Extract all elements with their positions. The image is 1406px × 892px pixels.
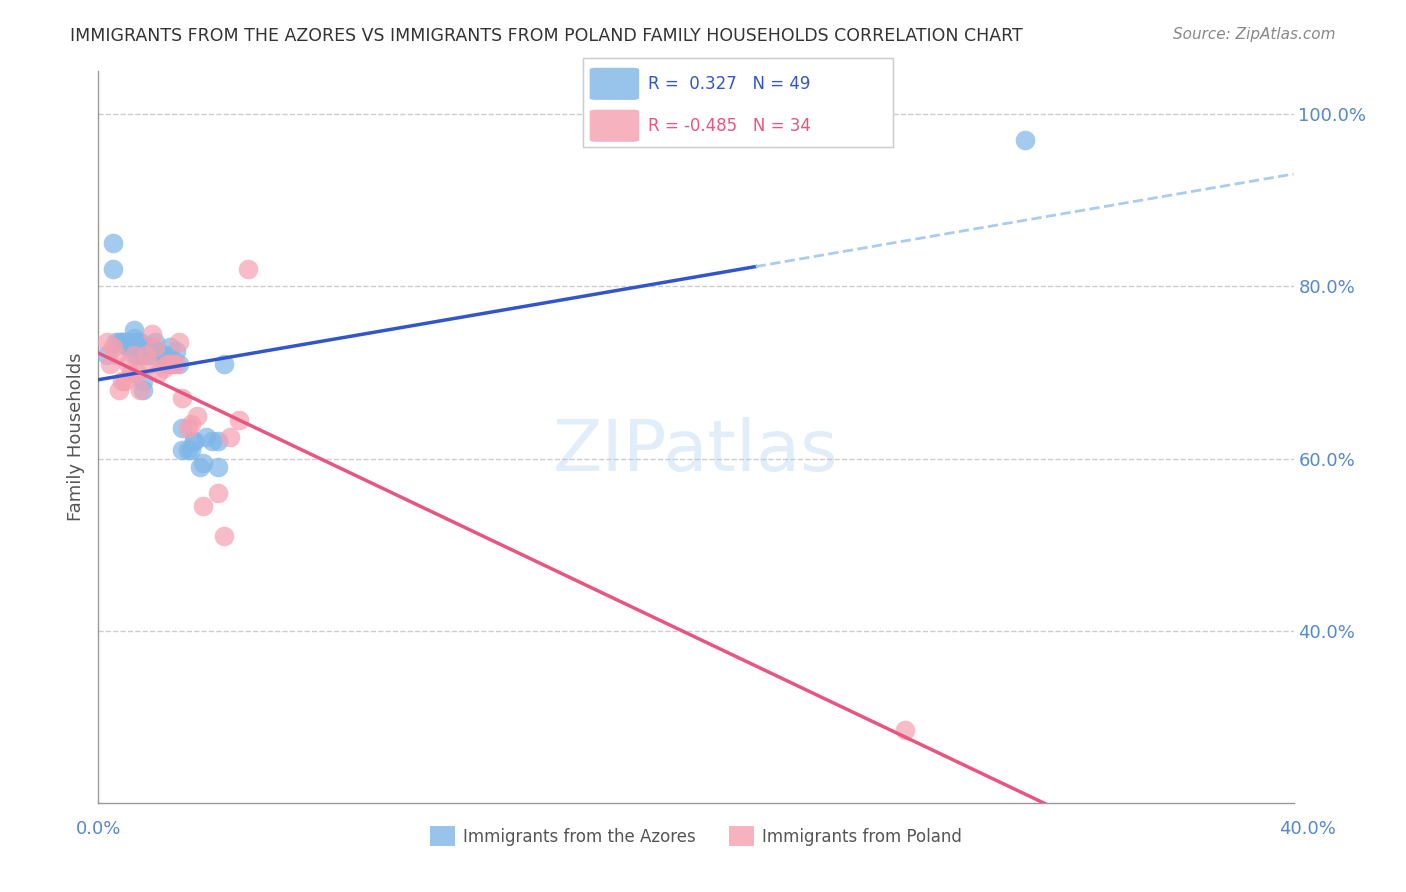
Point (165, 357, 187, 371)
Point (138, 357, 160, 371)
Text: IMMIGRANTS FROM THE AZORES VS IMMIGRANTS FROM POLAND FAMILY HOUSEHOLDS CORRELATI: IMMIGRANTS FROM THE AZORES VS IMMIGRANTS… (70, 27, 1024, 45)
Point (212, 357, 235, 371)
Point (120, 340, 142, 354)
Point (167, 335, 190, 350)
Point (111, 374, 134, 388)
Point (1014, 133, 1036, 147)
Point (117, 335, 139, 350)
Point (156, 352, 179, 367)
Legend: Immigrants from the Azores, Immigrants from Poland: Immigrants from the Azores, Immigrants f… (423, 820, 969, 853)
FancyBboxPatch shape (589, 68, 640, 100)
Point (180, 417, 202, 432)
Point (96, 335, 118, 350)
Point (127, 366, 149, 380)
Point (148, 344, 170, 359)
Point (138, 340, 160, 354)
Text: 0.0%: 0.0% (76, 820, 121, 838)
Point (117, 340, 139, 354)
Point (105, 335, 128, 350)
Text: Source: ZipAtlas.com: Source: ZipAtlas.com (1173, 27, 1336, 42)
FancyBboxPatch shape (589, 110, 640, 142)
Point (127, 335, 149, 350)
Text: R =  0.327   N = 49: R = 0.327 N = 49 (648, 75, 811, 93)
Point (117, 340, 139, 354)
Point (219, 430, 242, 444)
Point (162, 352, 184, 367)
Point (143, 340, 166, 354)
Point (120, 366, 142, 380)
Point (153, 348, 176, 362)
Point (212, 529, 235, 543)
Point (105, 348, 128, 362)
Point (141, 340, 163, 354)
Point (120, 340, 142, 354)
Point (894, 723, 917, 737)
Point (177, 421, 200, 435)
Point (117, 357, 139, 371)
Point (129, 383, 152, 397)
Y-axis label: Family Households: Family Households (66, 353, 84, 521)
Point (103, 262, 125, 277)
Text: 40.0%: 40.0% (1279, 820, 1336, 838)
Point (191, 499, 214, 513)
Point (108, 383, 131, 397)
Point (148, 366, 170, 380)
Point (96, 348, 118, 362)
Point (207, 486, 229, 500)
Point (159, 340, 181, 354)
Point (177, 442, 200, 457)
Point (129, 348, 152, 362)
Text: ZIPatlas: ZIPatlas (553, 417, 839, 486)
Point (228, 413, 250, 427)
Point (124, 348, 146, 362)
Point (124, 331, 146, 345)
Point (172, 421, 194, 435)
Point (207, 434, 229, 449)
Point (183, 434, 205, 449)
Point (188, 460, 211, 475)
Point (127, 348, 149, 362)
Point (191, 456, 214, 470)
Point (98, 357, 122, 371)
Point (129, 335, 152, 350)
Point (159, 357, 181, 371)
Point (207, 460, 229, 475)
Point (135, 348, 157, 362)
Point (114, 335, 136, 350)
Point (236, 262, 259, 277)
Point (195, 430, 218, 444)
Point (108, 335, 131, 350)
Point (124, 322, 146, 336)
Point (103, 236, 125, 251)
Point (143, 335, 166, 350)
Point (162, 357, 184, 371)
Point (127, 348, 149, 362)
Point (135, 348, 157, 362)
Point (172, 392, 194, 406)
Text: R = -0.485   N = 34: R = -0.485 N = 34 (648, 117, 811, 135)
Point (180, 442, 202, 457)
Point (165, 344, 187, 359)
Point (186, 409, 208, 423)
Point (167, 357, 190, 371)
Point (141, 326, 163, 341)
Point (172, 442, 194, 457)
Point (111, 335, 134, 350)
Point (156, 357, 179, 371)
Point (141, 348, 163, 362)
Point (103, 340, 125, 354)
Point (111, 335, 134, 350)
Point (153, 361, 176, 376)
Point (132, 383, 155, 397)
Point (201, 434, 224, 449)
Point (132, 374, 155, 388)
Point (135, 340, 157, 354)
Point (183, 434, 205, 449)
Point (114, 374, 136, 388)
